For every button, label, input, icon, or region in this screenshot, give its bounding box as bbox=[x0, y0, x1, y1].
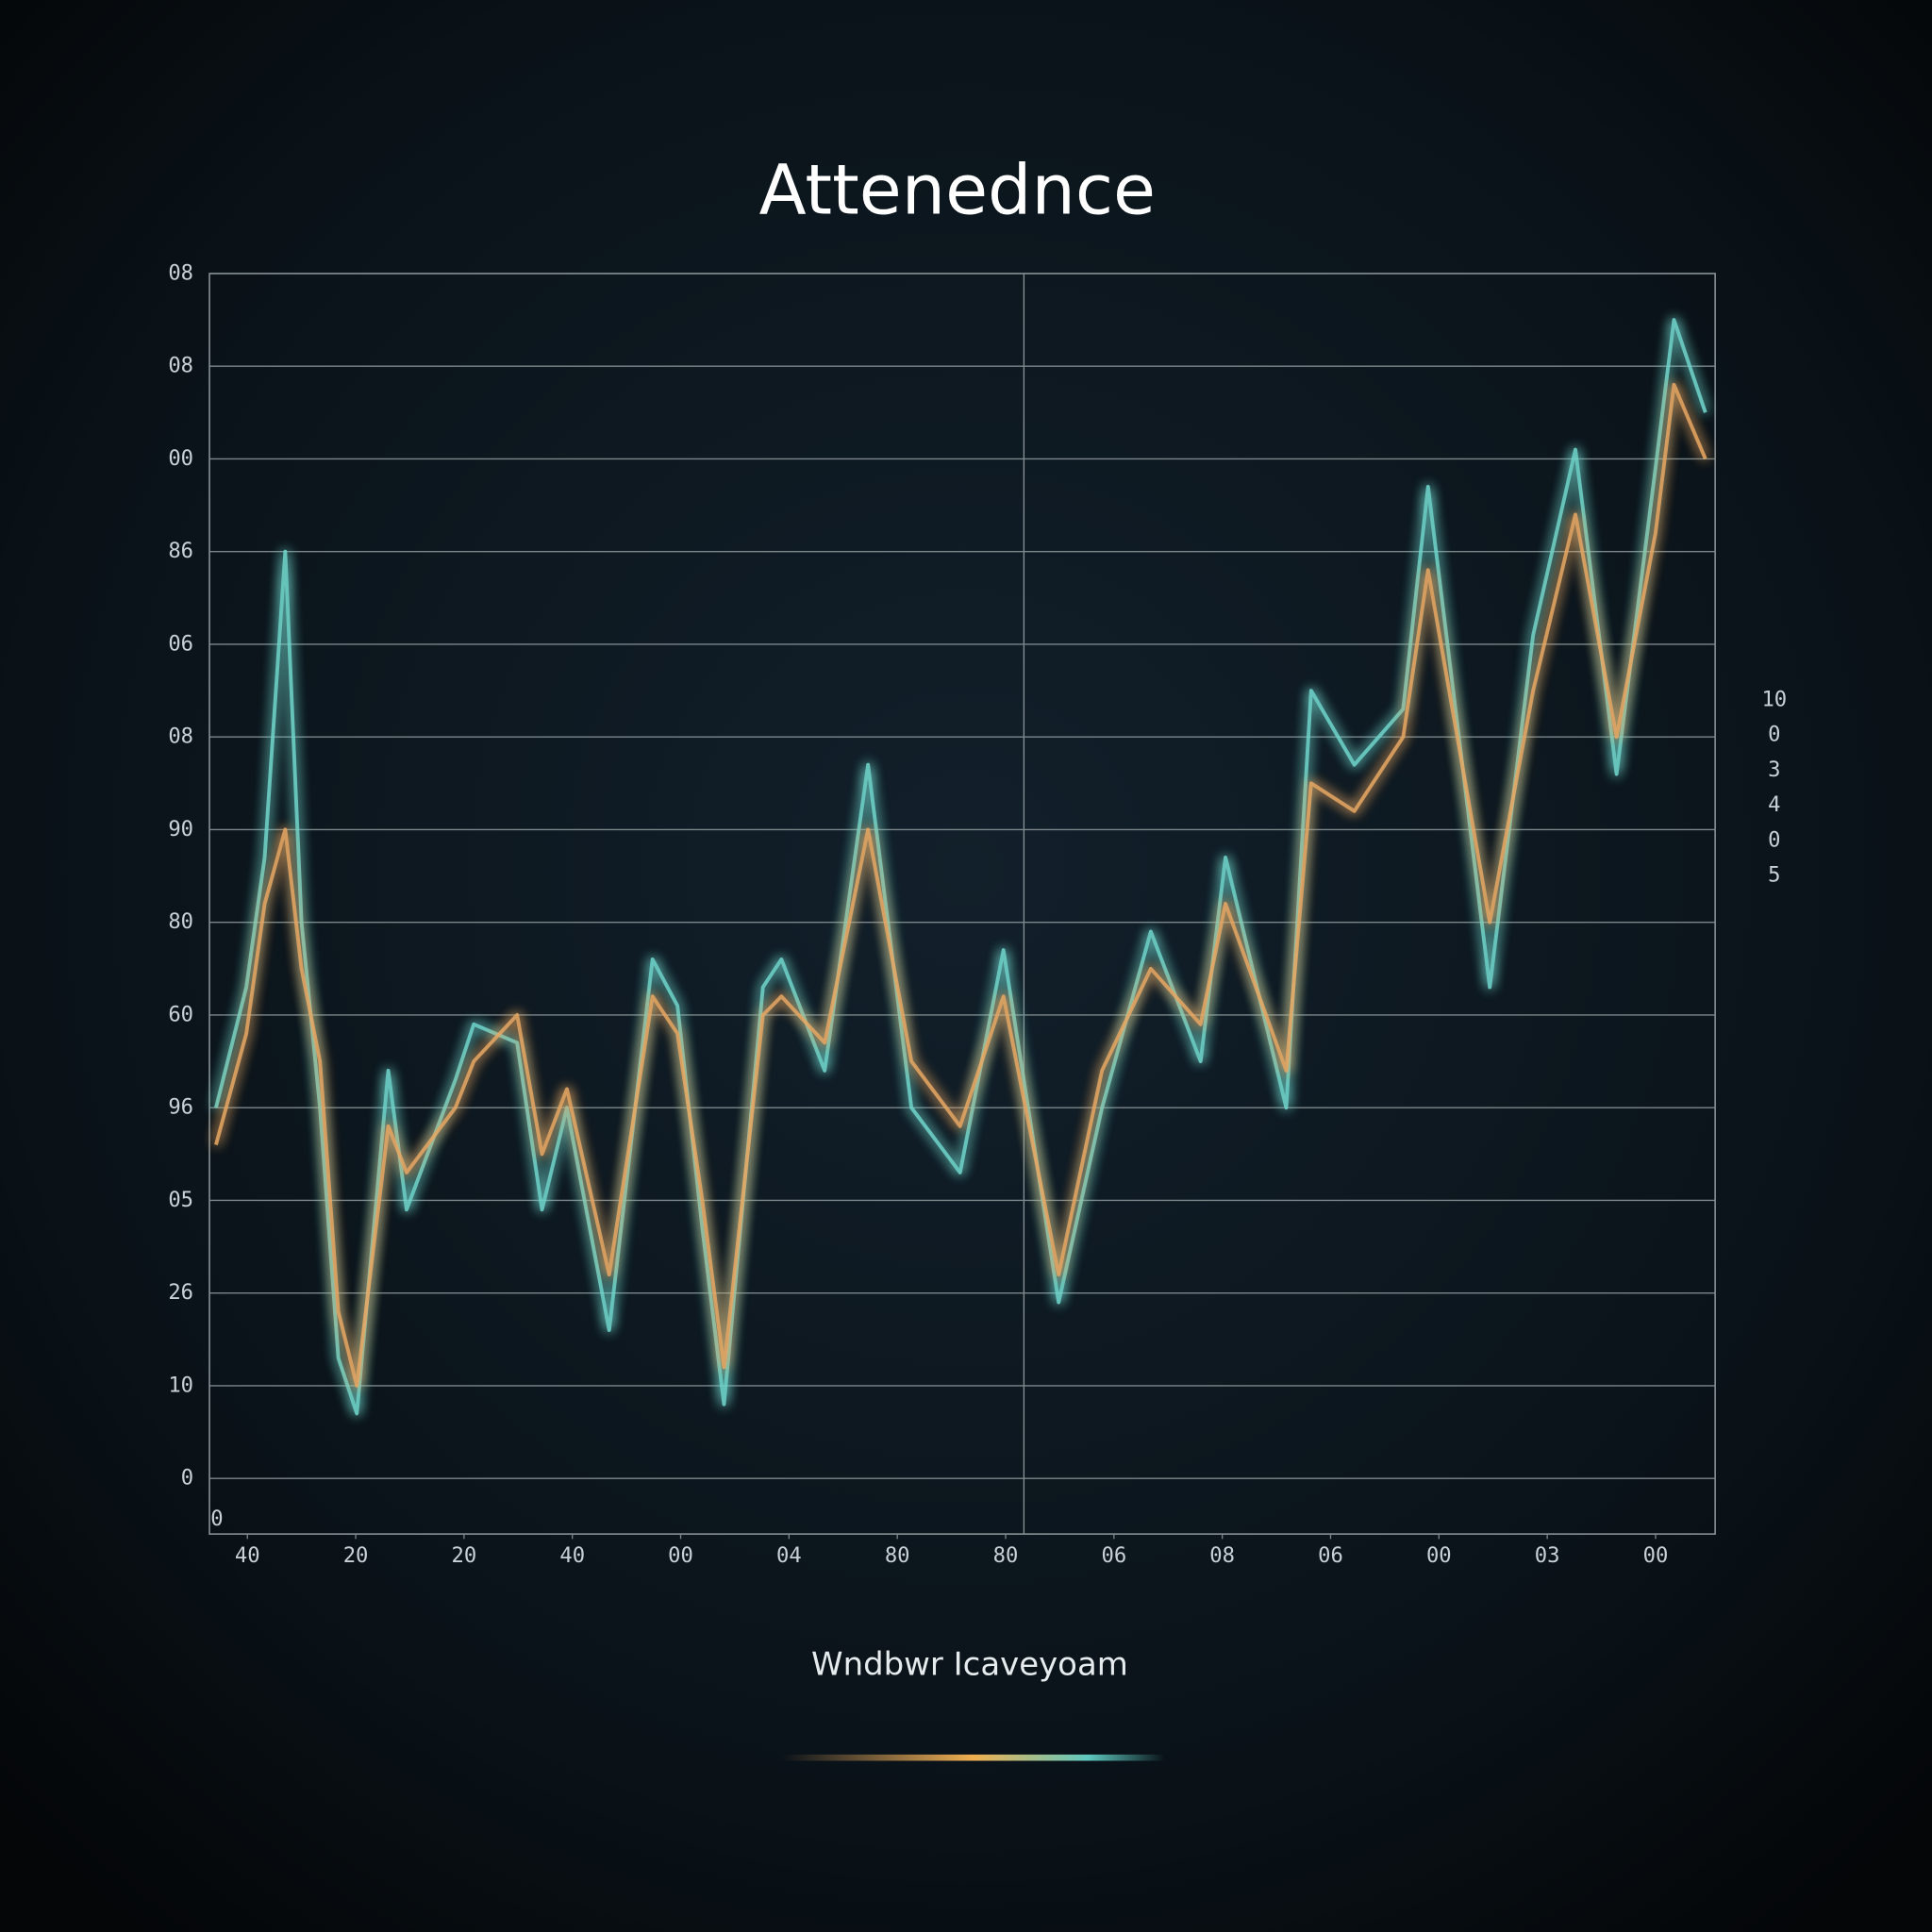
x-tick-label: 06 bbox=[1101, 1543, 1126, 1568]
side-label: 0 bbox=[1768, 723, 1780, 747]
x-tick-label: 00 bbox=[668, 1543, 693, 1568]
chart-title: Attenednce bbox=[759, 150, 1156, 230]
y-tick-label: 10 bbox=[168, 1373, 193, 1397]
y-tick-label: 08 bbox=[168, 354, 193, 378]
y-tick-label: 90 bbox=[168, 817, 193, 841]
y-tick-label: 60 bbox=[168, 1002, 193, 1026]
y-tick-label: 96 bbox=[168, 1095, 193, 1120]
x-axis-label: Wndbwr Icaveyoam bbox=[811, 1645, 1128, 1683]
y-tick-label: 08 bbox=[168, 260, 193, 285]
x-tick-label: 03 bbox=[1535, 1543, 1560, 1568]
y-tick-label: 80 bbox=[168, 909, 193, 934]
y-tick-label: 08 bbox=[168, 724, 193, 749]
side-label: 10 bbox=[1761, 687, 1787, 711]
x-tick-label: 20 bbox=[343, 1543, 369, 1568]
origin-label: 0 bbox=[210, 1507, 223, 1531]
y-tick-label: 00 bbox=[168, 446, 193, 471]
x-tick-label: 20 bbox=[452, 1543, 477, 1568]
y-tick-label: 0 bbox=[181, 1466, 193, 1491]
x-tick-label: 00 bbox=[1643, 1543, 1669, 1568]
x-tick-label: 40 bbox=[559, 1543, 585, 1568]
x-tick-label: 80 bbox=[993, 1543, 1019, 1568]
x-tick-label: 04 bbox=[776, 1543, 802, 1568]
x-tick-label: 08 bbox=[1209, 1543, 1235, 1568]
side-label: 0 bbox=[1768, 827, 1780, 852]
x-tick-label: 06 bbox=[1318, 1543, 1343, 1568]
y-tick-label: 86 bbox=[168, 539, 193, 563]
series-line bbox=[214, 382, 1707, 1388]
side-label: 5 bbox=[1768, 863, 1780, 888]
x-tick-label: 00 bbox=[1426, 1543, 1452, 1568]
y-tick-label: 05 bbox=[168, 1188, 193, 1212]
side-label: 4 bbox=[1768, 792, 1780, 817]
y-tick-label: 06 bbox=[168, 631, 193, 656]
glow-streak bbox=[782, 1754, 1165, 1761]
y-tick-label: 26 bbox=[168, 1280, 193, 1305]
side-label: 3 bbox=[1768, 758, 1780, 782]
x-tick-label: 80 bbox=[885, 1543, 910, 1568]
x-tick-label: 40 bbox=[235, 1543, 260, 1568]
